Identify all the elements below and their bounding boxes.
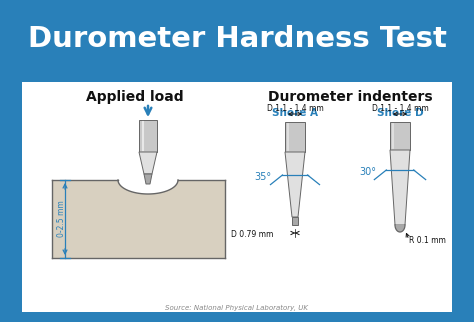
Text: 35°: 35° <box>254 172 271 182</box>
Polygon shape <box>390 150 410 225</box>
Bar <box>285 122 305 152</box>
Polygon shape <box>144 174 152 184</box>
Polygon shape <box>139 152 157 174</box>
Text: D 1.1 - 1.4 mm: D 1.1 - 1.4 mm <box>266 103 323 112</box>
Text: D 0.79 mm: D 0.79 mm <box>231 230 273 239</box>
Bar <box>22 82 452 312</box>
Text: 30°: 30° <box>359 167 376 177</box>
Text: 0-2.5 mm: 0-2.5 mm <box>57 201 66 237</box>
Bar <box>390 122 410 150</box>
Text: Applied load: Applied load <box>86 90 184 104</box>
Text: Source: National Physical Laboratory, UK: Source: National Physical Laboratory, UK <box>165 305 309 311</box>
Text: Shore A: Shore A <box>272 108 318 118</box>
Text: Durometer indenters: Durometer indenters <box>268 90 432 104</box>
FancyBboxPatch shape <box>139 120 157 152</box>
Polygon shape <box>285 152 305 217</box>
Bar <box>292 217 298 225</box>
Polygon shape <box>52 180 225 258</box>
Text: Durometer Hardness Test: Durometer Hardness Test <box>27 25 447 53</box>
Text: Shore D: Shore D <box>377 108 423 118</box>
Polygon shape <box>395 225 405 232</box>
Text: D 1.1 - 1.4 mm: D 1.1 - 1.4 mm <box>372 103 428 112</box>
Text: R 0.1 mm: R 0.1 mm <box>409 235 446 244</box>
